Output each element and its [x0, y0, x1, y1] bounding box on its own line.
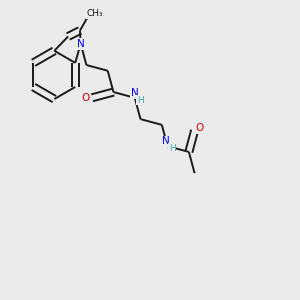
- Text: H: H: [169, 144, 175, 153]
- Text: O: O: [196, 123, 204, 133]
- Text: N: N: [162, 136, 170, 146]
- Text: H: H: [137, 96, 143, 105]
- Text: O: O: [82, 93, 90, 103]
- Text: CH₃: CH₃: [86, 9, 103, 18]
- Text: N: N: [131, 88, 139, 98]
- Text: N: N: [77, 39, 85, 49]
